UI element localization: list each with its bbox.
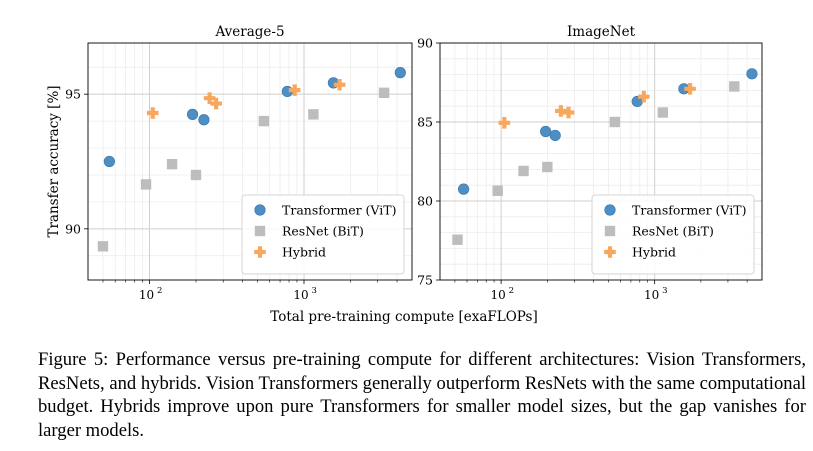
series-resnet-bit (452, 81, 740, 245)
panel-title: Average-5 (214, 24, 284, 40)
legend-label: Hybrid (632, 245, 676, 260)
data-point-resnet-bit (140, 179, 152, 190)
data-point-resnet-bit (452, 234, 463, 245)
data-point-hybrid (684, 83, 696, 95)
y-tick-label: 85 (417, 115, 433, 130)
legend: Transformer (ViT) ResNet (BiT) Hybrid (591, 194, 755, 275)
data-point-transformer-vit (746, 68, 758, 80)
legend-marker-hybrid (604, 246, 616, 258)
data-point-hybrid (498, 116, 511, 129)
x-tick-exponent: 2 (157, 286, 162, 296)
data-point-resnet-bit (166, 158, 178, 170)
data-point-resnet-bit (378, 87, 390, 99)
data-point-transformer-vit (186, 108, 199, 120)
data-point-transformer-vit (103, 155, 115, 168)
series-hybrid (146, 78, 346, 119)
data-point-hybrid (146, 107, 159, 119)
y-tick-label: 75 (417, 273, 433, 288)
x-axis-label: Total pre-training compute [exaFLOPs] (270, 309, 537, 325)
x-tick-label: 10 (490, 288, 505, 302)
series-transformer-vit (103, 67, 406, 168)
x-tick-exponent: 3 (312, 286, 317, 296)
series-transformer-vit (458, 68, 758, 195)
legend-marker-hybrid (254, 246, 266, 258)
data-point-resnet-bit (609, 116, 620, 128)
data-point-transformer-vit (549, 129, 561, 142)
y-tick-label: 95 (65, 87, 81, 102)
legend-box (591, 194, 755, 275)
data-point-hybrid (638, 90, 650, 103)
panel-title: ImageNet (567, 24, 636, 40)
legend-label: Hybrid (282, 245, 326, 260)
axes-frame (87, 42, 413, 281)
legend: Transformer (ViT) ResNet (BiT) Hybrid (241, 194, 405, 275)
y-tick-label: 80 (417, 194, 433, 209)
data-point-resnet-bit (308, 109, 319, 120)
legend-label: ResNet (BiT) (282, 224, 364, 239)
legend-marker-transformer-vit (604, 204, 616, 216)
x-tick-exponent: 3 (662, 286, 667, 296)
legend-marker-resnet-bit (604, 225, 616, 237)
data-point-resnet-bit (258, 115, 270, 127)
x-tick-label: 10 (293, 288, 308, 302)
data-point-resnet-bit (657, 107, 669, 118)
data-point-transformer-vit (540, 125, 552, 138)
legend-label: Transformer (ViT) (632, 203, 746, 218)
x-tick-label: 10 (139, 288, 154, 302)
y-tick-label: 90 (65, 221, 81, 236)
legend-label: Transformer (ViT) (282, 203, 396, 218)
legend-marker-resnet-bit (254, 225, 266, 237)
legend-label: ResNet (BiT) (632, 224, 714, 239)
data-point-resnet-bit (729, 81, 740, 92)
y-axis-label: Transfer accuracy [%] (46, 85, 62, 237)
data-point-transformer-vit (394, 67, 406, 79)
data-point-hybrid (203, 92, 216, 105)
data-point-resnet-bit (492, 185, 503, 196)
legend-marker-transformer-vit (254, 204, 266, 216)
data-point-hybrid (562, 106, 575, 119)
data-point-resnet-bit (518, 165, 529, 177)
x-tick-exponent: 2 (509, 286, 514, 296)
data-point-hybrid (288, 84, 301, 96)
data-point-resnet-bit (97, 241, 109, 252)
legend-box (241, 194, 405, 275)
series-hybrid (498, 83, 696, 129)
data-point-transformer-vit (198, 114, 210, 126)
y-tick-label: 90 (417, 36, 433, 51)
data-point-transformer-vit (458, 183, 470, 195)
x-tick-label: 10 (644, 288, 659, 302)
axes-frame (439, 42, 763, 281)
data-point-hybrid (333, 78, 346, 91)
data-point-hybrid (555, 105, 567, 117)
data-point-hybrid (210, 97, 222, 110)
figure-caption: Figure 5: Performance versus pre-trainin… (38, 349, 806, 441)
data-point-resnet-bit (190, 169, 202, 181)
data-point-resnet-bit (542, 161, 553, 173)
series-resnet-bit (97, 87, 390, 252)
